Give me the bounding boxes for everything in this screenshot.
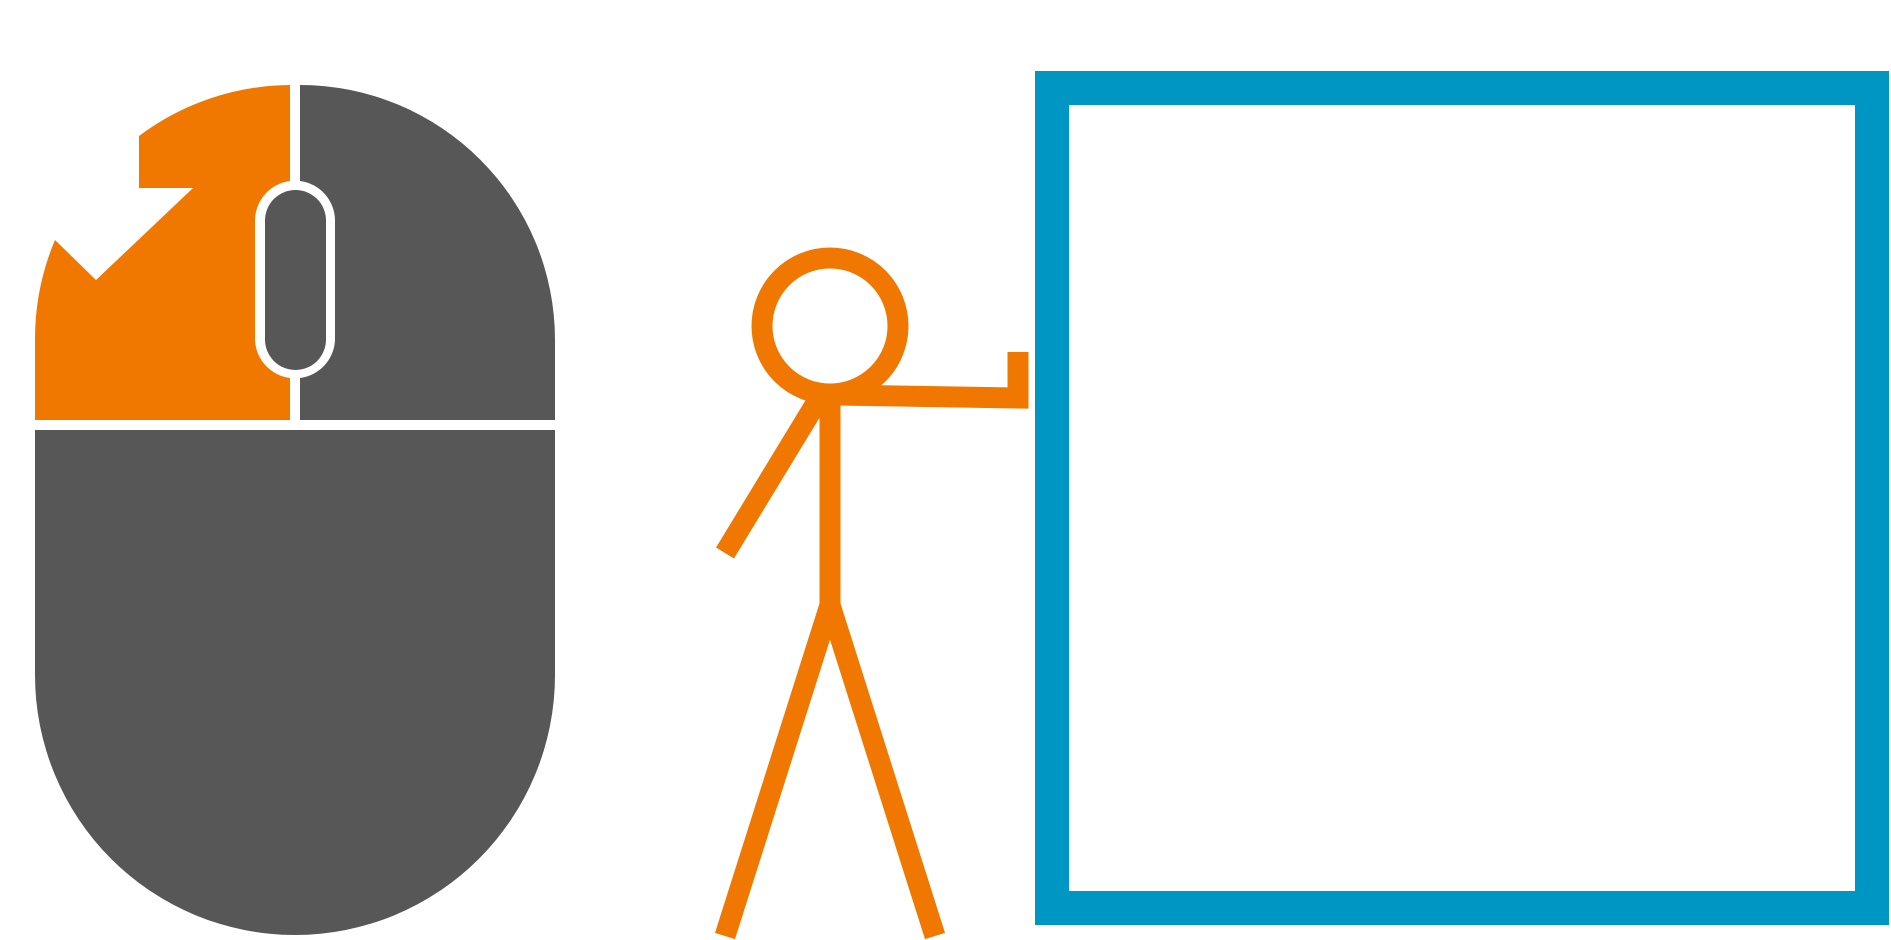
target-box-frame	[1035, 71, 1889, 925]
mouse-scroll-wheel	[265, 190, 326, 370]
mouse-left-click-icon	[34, 85, 555, 935]
figure-arm-left	[716, 394, 827, 559]
figure-leg-left	[714, 601, 841, 940]
mouse-right-button	[300, 85, 555, 420]
figure-leg-right	[819, 601, 946, 940]
stick-figure-icon	[714, 247, 1029, 940]
figure-arm-pointing	[834, 352, 1029, 409]
figure-head	[751, 247, 909, 405]
mouse-left-button	[34, 85, 290, 420]
mouse-body-lower	[35, 430, 555, 935]
